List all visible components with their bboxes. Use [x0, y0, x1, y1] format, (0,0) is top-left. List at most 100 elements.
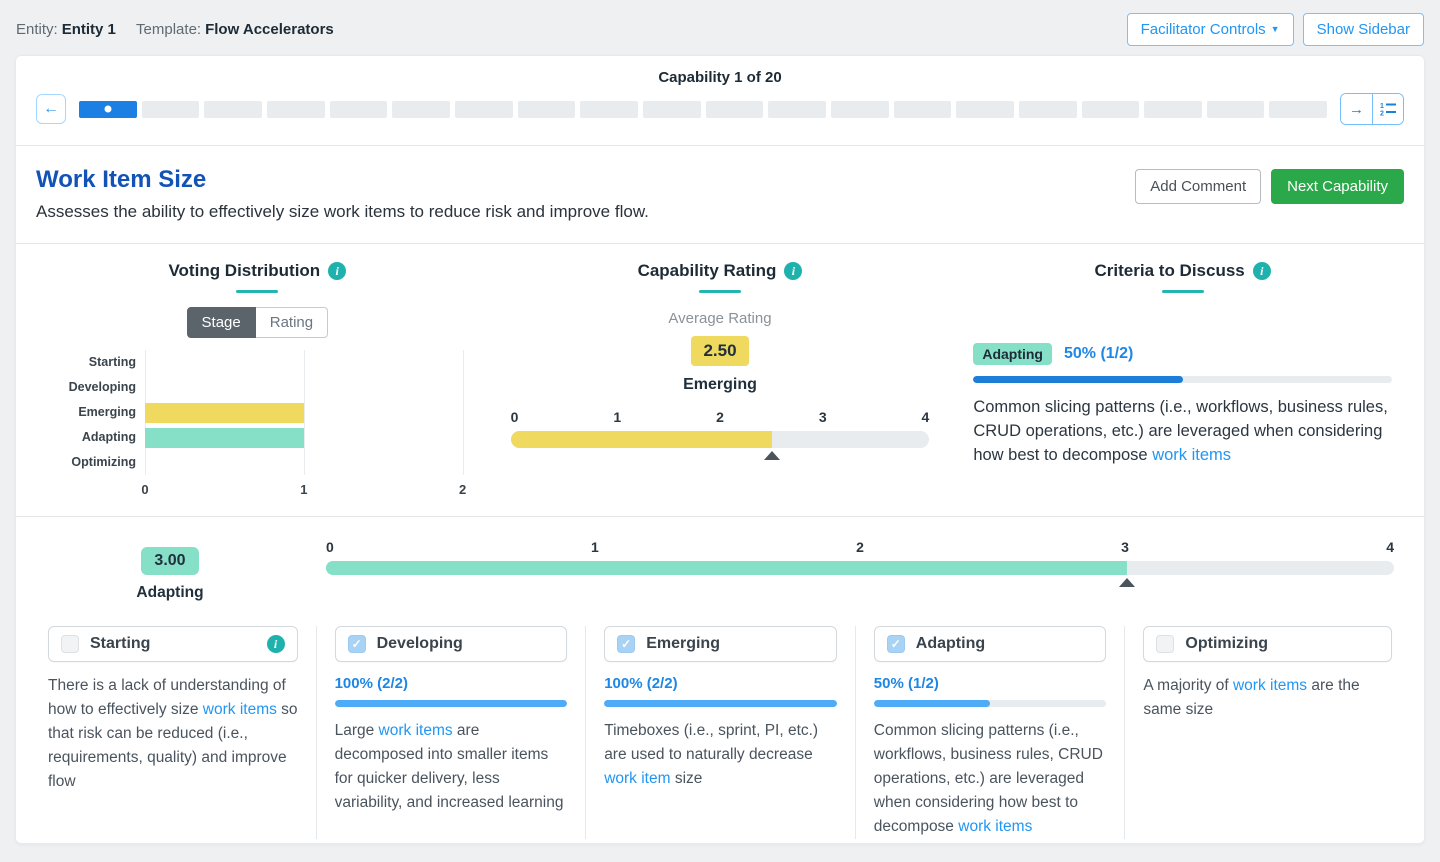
stage-checkbox-optimizing[interactable]	[1156, 635, 1175, 653]
progress-segment-10[interactable]	[642, 100, 701, 118]
title-underline	[698, 290, 741, 293]
capability-description: Assesses the ability to effectively size…	[36, 202, 649, 221]
text-fragment: Large	[334, 722, 379, 739]
progress-segment-5[interactable]	[329, 100, 388, 118]
stage-description: Common slicing patterns (i.e., workflows…	[874, 719, 1107, 839]
x-axis-tick-label: 2	[459, 482, 467, 497]
stage-card-header-emerging: ✓ Emerging	[604, 626, 837, 662]
stage-rating-toggle: Stage Rating	[48, 307, 467, 338]
consensus-bar-fill	[873, 700, 991, 707]
criteria-title-row: Criteria to Discuss i	[973, 261, 1392, 281]
progress-segment-18[interactable]	[1144, 100, 1202, 118]
work-items-link[interactable]: work item	[604, 770, 671, 788]
info-icon[interactable]: i	[1252, 262, 1271, 280]
progress-segment-6[interactable]	[392, 100, 450, 118]
add-comment-button[interactable]: Add Comment	[1135, 169, 1262, 204]
facilitator-controls-button[interactable]: Facilitator Controls ▼	[1126, 13, 1294, 46]
rating-marker-row	[511, 448, 930, 462]
info-icon[interactable]: i	[784, 262, 803, 280]
criteria-progress-fill	[973, 376, 1183, 383]
entity-template-info: Entity: Entity 1 Template: Flow Accelerato…	[16, 21, 334, 38]
stage-card-optimizing: Optimizing A majority of work items are t…	[1124, 626, 1394, 840]
text-fragment: Common slicing patterns (i.e., workflows…	[873, 722, 1103, 836]
progress-segment-8[interactable]	[517, 100, 576, 118]
voting-chart-x-axis: 0 1 2	[141, 482, 467, 502]
progress-segment-3[interactable]	[204, 100, 262, 118]
current-segment-dot-icon	[104, 105, 112, 113]
show-sidebar-button[interactable]: Show Sidebar	[1302, 13, 1424, 46]
rating-bar-fill	[510, 431, 773, 448]
progress-segment-17[interactable]	[1081, 100, 1140, 118]
svg-text:2: 2	[1380, 111, 1384, 117]
progress-segment-14[interactable]	[893, 100, 952, 118]
toggle-rating-button[interactable]: Rating	[255, 307, 329, 338]
consensus-bar	[873, 700, 1107, 707]
progress-segment-13[interactable]	[830, 100, 889, 118]
criteria-item: Adapting 50% (1/2) Common slicing patter…	[973, 343, 1392, 468]
next-capability-arrow-button[interactable]: →	[1341, 94, 1372, 124]
previous-capability-arrow-button[interactable]: ←	[36, 94, 66, 124]
template-value: Flow Accelerators	[205, 21, 334, 38]
work-items-link[interactable]: work items	[1232, 677, 1308, 694]
capability-list-button[interactable]: 1 2	[1372, 94, 1403, 124]
progress-segment-19[interactable]	[1206, 100, 1265, 118]
info-icon[interactable]: i	[266, 635, 285, 653]
x-axis-tick-label: 0	[141, 482, 149, 497]
progress-segment-11[interactable]	[705, 100, 764, 118]
stage-description: A majority of work items are the same si…	[1143, 674, 1392, 722]
progress-nav-group: → 1 2	[1340, 93, 1404, 125]
stage-card-header-optimizing: Optimizing	[1143, 626, 1392, 662]
progress-segment-20[interactable]	[1269, 100, 1328, 118]
progress-segment-12[interactable]	[768, 100, 826, 118]
average-rating-value-badge: 2.50	[691, 336, 749, 366]
x-axis-tick-label: 1	[300, 482, 308, 497]
scale-tick-label: 1	[591, 539, 599, 555]
voting-distribution-title: Voting Distribution	[168, 261, 321, 280]
entity-vote-slider[interactable]: 0 1 2 3 4	[326, 537, 1394, 602]
consensus-bar-fill	[604, 700, 837, 707]
capability-actions: Add Comment Next Capability	[1135, 166, 1404, 204]
work-items-link[interactable]: work items	[202, 701, 277, 719]
work-items-link[interactable]: work items	[378, 722, 453, 739]
progress-segment-1[interactable]	[79, 100, 137, 118]
capability-progress-title: Capability 1 of 20	[658, 69, 782, 86]
next-capability-button[interactable]: Next Capability	[1271, 169, 1404, 204]
main-panel: Capability 1 of 20 ← → 1 2 Work Item Siz…	[15, 55, 1425, 844]
voting-bar-chart: Starting Developing Emerging Adapting Optimi…	[48, 350, 467, 475]
work-items-link[interactable]: work items	[1152, 445, 1232, 464]
progress-segment-9[interactable]	[580, 100, 638, 118]
progress-segment-4[interactable]	[266, 100, 325, 118]
progress-segment-15[interactable]	[956, 100, 1014, 118]
scale-tick-label: 0	[326, 539, 334, 555]
toggle-stage-button[interactable]: Stage	[186, 307, 256, 338]
topbar-buttons: Facilitator Controls ▼ Show Sidebar	[1126, 13, 1424, 46]
vote-marker-triangle-icon	[1119, 578, 1135, 587]
capability-title-block: Work Item Size Assesses the ability to e…	[36, 166, 649, 222]
stage-checkbox-adapting[interactable]: ✓	[886, 635, 905, 653]
work-items-link[interactable]: work items	[958, 818, 1033, 836]
consensus-bar	[334, 700, 568, 707]
progress-segment-2[interactable]	[141, 100, 200, 118]
text-fragment: size	[670, 770, 703, 788]
vote-scale-labels: 0 1 2 3 4	[326, 539, 1394, 555]
title-underline	[1161, 290, 1204, 293]
progress-segment-16[interactable]	[1018, 100, 1077, 118]
criteria-progress-bar	[973, 376, 1392, 383]
rating-marker-triangle-icon	[764, 451, 781, 460]
arrow-right-icon: →	[1349, 100, 1364, 118]
scale-tick-label: 2	[716, 409, 724, 425]
stage-checkbox-starting[interactable]	[61, 635, 79, 653]
entity-vote-value-badge: 3.00	[141, 547, 199, 575]
stage-checkbox-developing[interactable]: ✓	[347, 635, 366, 653]
top-bar: Entity: Entity 1 Template: Flow Accelerato…	[0, 0, 1440, 55]
text-fragment: There is a lack of understanding of how …	[48, 677, 286, 719]
capability-progress-section: Capability 1 of 20 ← → 1 2	[16, 56, 1424, 146]
consensus-stat: 50% (1/2)	[873, 675, 939, 692]
info-icon[interactable]: i	[328, 262, 347, 280]
criteria-stat-row: Adapting 50% (1/2)	[973, 343, 1392, 365]
stage-cards: Starting i There is a lack of understandin…	[46, 626, 1394, 840]
progress-segment-7[interactable]	[454, 100, 513, 118]
stage-description: Timeboxes (i.e., sprint, PI, etc.) are u…	[604, 719, 837, 791]
capability-rating-title: Capability Rating	[637, 261, 777, 280]
stage-checkbox-emerging[interactable]: ✓	[617, 635, 636, 653]
